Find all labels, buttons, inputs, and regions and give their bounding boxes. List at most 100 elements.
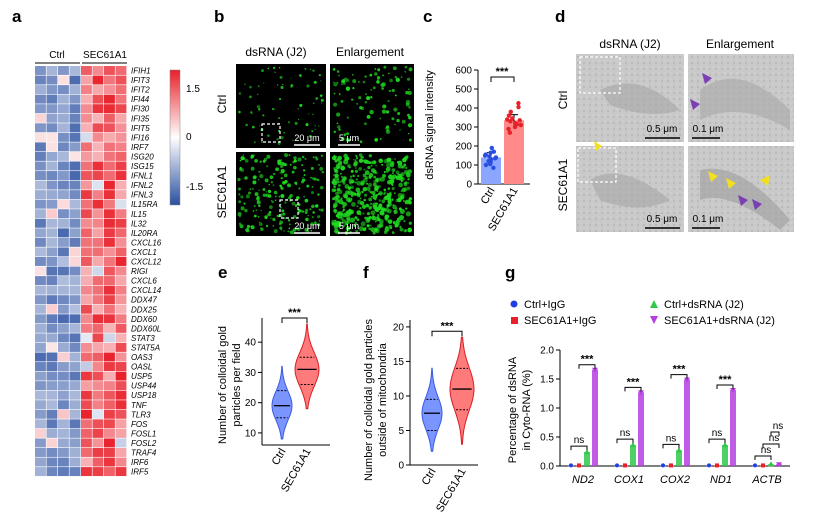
heatmap-cell <box>81 419 92 429</box>
fluorescence-signal-dot <box>356 205 359 208</box>
panel-g-point <box>669 463 673 468</box>
fluorescence-signal-dot <box>359 207 362 210</box>
fluorescence-signal-dot <box>242 154 245 157</box>
fluorescence-signal-dot <box>257 216 260 218</box>
heatmap-cell <box>35 209 46 219</box>
fluorescence-signal-dot <box>355 187 361 193</box>
fluorescence-signal-dot <box>362 80 366 84</box>
heatmap-cell <box>46 123 58 133</box>
heatmap-cell <box>69 276 81 286</box>
fluorescence-signal-dot <box>267 134 270 137</box>
fluorescence-signal-dot <box>273 229 278 234</box>
fluorescence-signal-dot <box>373 198 377 201</box>
fluorescence-signal-dot <box>399 227 404 232</box>
fluorescence-signal-dot <box>400 76 403 78</box>
heatmap-cell <box>104 409 115 419</box>
heatmap-gene-label: CXCL6 <box>131 277 157 286</box>
fluorescence-signal-dot <box>265 190 268 193</box>
fluorescence-signal-dot <box>270 181 273 184</box>
fluorescence-signal-dot <box>392 174 397 179</box>
fluorescence-signal-dot <box>343 224 346 227</box>
fluorescence-signal-dot <box>339 173 342 175</box>
fluorescence-signal-dot <box>312 156 315 159</box>
fluorescence-signal-dot <box>406 186 411 191</box>
heatmap-cell <box>104 314 115 324</box>
fluorescence-signal-dot <box>249 95 252 99</box>
fluorescence-signal-dot <box>262 159 266 163</box>
fluorescence-signal-dot <box>280 136 284 140</box>
fluorescence-signal-dot <box>370 195 373 198</box>
fluorescence-signal-dot <box>310 191 314 195</box>
panel-label-e: e <box>218 263 227 282</box>
heatmap-cell <box>46 409 58 419</box>
em-arrow-purple <box>738 195 748 206</box>
fluorescence-signal-dot <box>264 178 269 183</box>
fluorescence-signal-dot <box>237 177 241 182</box>
panel-e-ytick-label: 20 <box>245 398 257 409</box>
heatmap-cell <box>58 362 69 371</box>
em-zoom-box-ctrl <box>579 56 621 94</box>
fluorescence-signal-dot <box>315 97 319 100</box>
heatmap-group-ctrl: Ctrl <box>49 50 65 61</box>
fluorescence-signal-dot <box>259 222 263 227</box>
heatmap-gene-label: IFNL1 <box>131 172 153 181</box>
heatmap-cell <box>69 75 81 85</box>
heatmap-gene-label: TLR3 <box>131 410 151 419</box>
heatmap-cell <box>104 371 115 381</box>
heatmap-cell <box>69 457 81 467</box>
fluorescence-signal-dot <box>341 219 347 224</box>
panel-label-d: d <box>555 7 565 26</box>
fluorescence-signal-dot <box>359 200 365 206</box>
fluorescence-signal-dot <box>389 226 393 230</box>
heatmap-cell <box>58 371 69 381</box>
heatmap-gene-label: USP5 <box>131 372 152 381</box>
fluorescence-signal-dot <box>260 209 262 212</box>
heatmap-gene-label: DDX25 <box>131 305 157 314</box>
fluorescence-signal-dot <box>357 174 360 178</box>
fluorescence-signal-dot <box>245 123 248 127</box>
fluorescence-signal-dot <box>405 211 411 217</box>
panel-c-point <box>513 121 518 126</box>
fluorescence-signal-dot <box>360 180 366 185</box>
panel-c-point <box>506 113 512 118</box>
fluorescence-signal-dot <box>374 207 380 213</box>
heatmap-cell <box>35 409 46 419</box>
fluorescence-signal-dot <box>346 116 349 119</box>
fluorescence-signal-dot <box>311 186 314 188</box>
fluorescence-signal-dot <box>320 98 324 102</box>
fluorescence-signal-dot <box>403 169 409 175</box>
heatmap-cell <box>81 467 92 477</box>
panel-g-ytick-label: 0.0 <box>540 462 554 473</box>
fluorescence-signal-dot <box>364 75 367 78</box>
fluorescence-signal-dot <box>396 161 400 164</box>
heatmap-cell <box>81 218 92 228</box>
panel-g-point <box>730 388 736 394</box>
heatmap-cell <box>115 400 127 410</box>
fluorescence-signal-dot <box>405 207 408 210</box>
fluorescence-signal-dot <box>244 83 246 85</box>
fluorescence-signal-dot <box>376 75 380 79</box>
panel-c-point <box>487 154 492 159</box>
fluorescence-signal-dot <box>373 161 377 164</box>
fluorescence-signal-dot <box>406 77 411 81</box>
heatmap-gene-label: IFIT5 <box>131 124 150 133</box>
heatmap-cell <box>35 161 46 171</box>
fluorescence-signal-dot <box>312 113 314 116</box>
heatmap-cell <box>115 161 127 171</box>
fluorescence-signal-dot <box>389 161 395 166</box>
fluorescence-signal-dot <box>394 207 398 210</box>
heatmap-cell <box>115 247 127 257</box>
panel-b-col-title-2: Enlargement <box>336 45 405 59</box>
heatmap-gene-label: CXCL14 <box>131 286 162 295</box>
fluorescence-signal-dot <box>350 179 355 184</box>
fluorescence-signal-dot <box>397 192 403 198</box>
fluorescence-signal-dot <box>387 199 392 204</box>
heatmap-gene-label: IFIT2 <box>131 86 150 95</box>
fluorescence-signal-dot <box>257 93 259 96</box>
heatmap-cell <box>46 75 58 85</box>
fluorescence-signal-dot <box>388 174 394 180</box>
fluorescence-signal-dot <box>337 125 341 129</box>
fluorescence-signal-dot <box>279 97 282 100</box>
panel-g-point <box>577 463 581 468</box>
fluorescence-signal-dot <box>397 112 401 115</box>
